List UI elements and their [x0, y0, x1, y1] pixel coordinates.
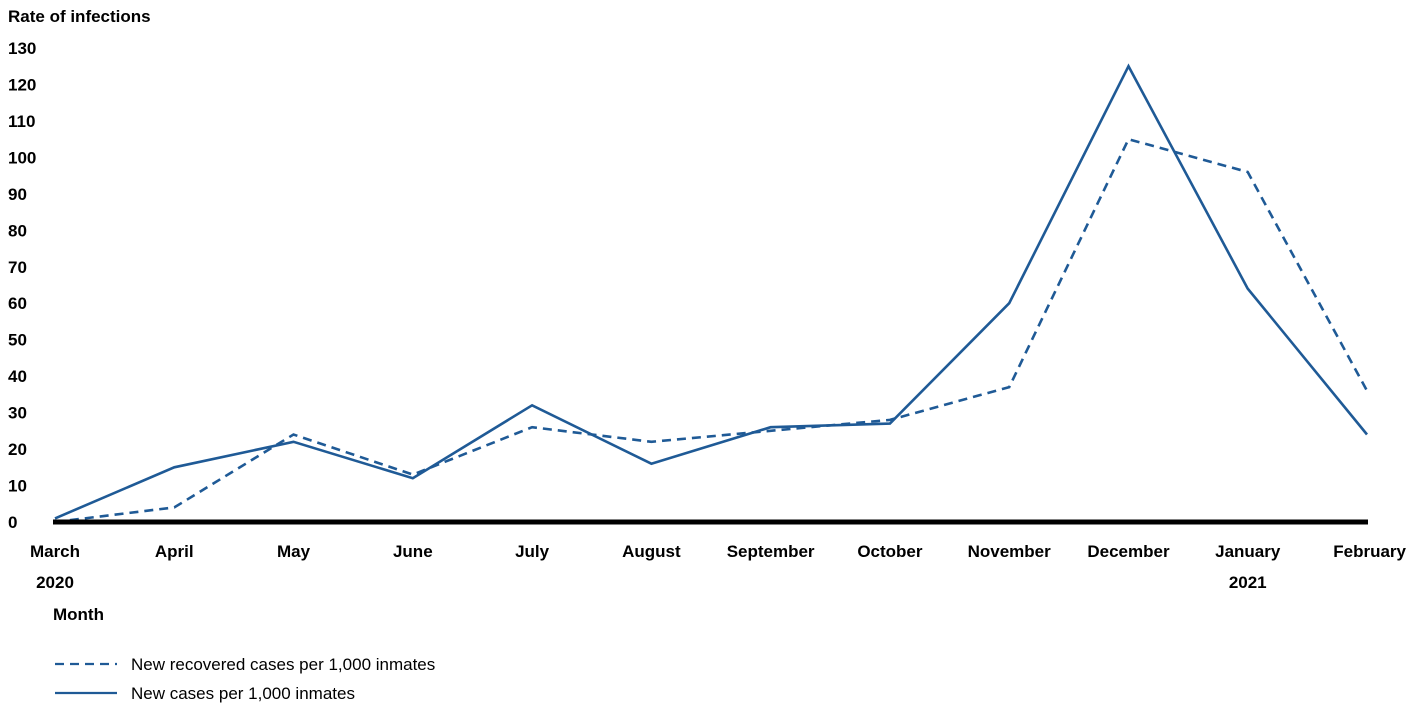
y-tick-label: 120	[8, 75, 36, 94]
x-tick-label: June	[393, 542, 433, 561]
series-lines	[54, 63, 1369, 524]
x-axis-title: Month	[53, 605, 104, 624]
x-tick-label: March	[30, 542, 80, 561]
legend-label: New recovered cases per 1,000 inmates	[131, 655, 435, 674]
y-tick-label: 90	[8, 185, 27, 204]
y-tick-label: 80	[8, 221, 27, 240]
y-tick-label: 130	[8, 39, 36, 58]
legend-label: New cases per 1,000 inmates	[131, 684, 355, 703]
y-tick-label: 0	[8, 513, 17, 532]
year-labels: 2020 2021	[36, 573, 1267, 592]
x-tick-label: November	[968, 542, 1052, 561]
x-tick-label: September	[727, 542, 815, 561]
x-tick-label: December	[1087, 542, 1170, 561]
y-tick-label: 100	[8, 148, 36, 167]
x-tick-label: May	[277, 542, 311, 561]
y-tick-label: 40	[8, 367, 27, 386]
x-tick-label: February	[1333, 542, 1406, 561]
y-tick-label: 60	[8, 294, 27, 313]
y-tick-label: 20	[8, 440, 27, 459]
x-tick-label: January	[1215, 542, 1281, 561]
x-tick-label: October	[857, 542, 923, 561]
y-axis-title: Rate of infections	[8, 7, 151, 26]
y-tick-label: 30	[8, 404, 27, 423]
series-line-recovered	[54, 137, 1369, 524]
x-tick-labels: March April May June July August September Octo…	[30, 542, 1407, 561]
series-line-new-cases	[54, 63, 1369, 520]
year-label: 2021	[1229, 573, 1267, 592]
y-tick-label: 110	[8, 112, 35, 131]
y-tick-labels: 0 10 20 30 40 50 60 70 80 90 100 110 120 130	[8, 39, 36, 532]
x-tick-label: July	[515, 542, 550, 561]
x-tick-label: April	[155, 542, 194, 561]
legend: New recovered cases per 1,000 inmates New…	[55, 655, 435, 703]
year-label: 2020	[36, 573, 74, 592]
y-tick-label: 50	[8, 331, 27, 350]
y-tick-label: 10	[8, 477, 27, 496]
x-tick-label: August	[622, 542, 681, 561]
y-tick-label: 70	[8, 258, 27, 277]
